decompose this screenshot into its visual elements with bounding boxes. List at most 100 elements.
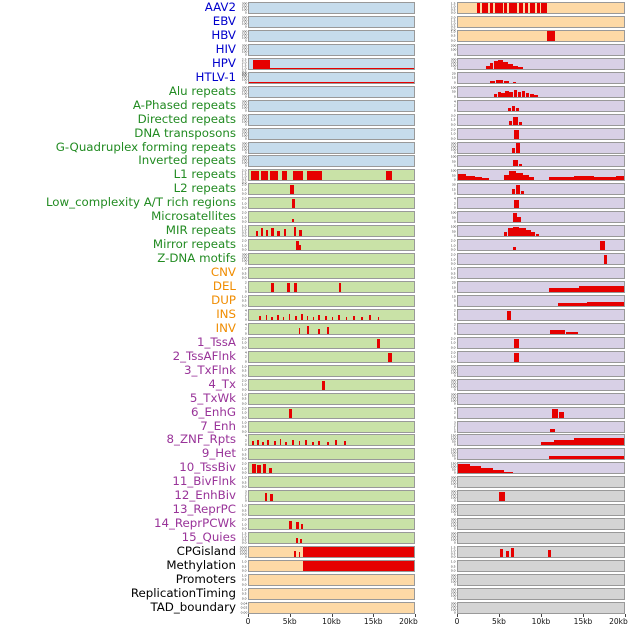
y-axis-ticks-right: 1.0 0.5 0.0 xyxy=(448,30,456,42)
signal-bar xyxy=(285,441,288,446)
y-tick-label: 100 xyxy=(450,147,456,151)
y-tick-label: 2.0 xyxy=(451,238,456,243)
signal-panel-left-32 xyxy=(248,448,415,461)
signal-panel-left-40 xyxy=(248,560,415,572)
signal-panel-left-35 xyxy=(248,490,415,503)
track-label: 11_BivFlnk xyxy=(172,474,236,489)
y-tick-label: 0.0 xyxy=(242,596,247,601)
y-tick-label: 100 xyxy=(450,211,456,215)
signal-panel-left-19 xyxy=(248,267,415,280)
signal-bar xyxy=(263,464,267,474)
y-tick-label: 0 xyxy=(454,289,456,294)
y-tick-label: 0.0 xyxy=(242,568,247,573)
y-axis-ticks-right: 20 10 0 xyxy=(448,72,456,84)
track-label: 4_Tx xyxy=(208,376,236,391)
y-tick-label: 100 xyxy=(241,258,247,263)
y-tick-label: 100 xyxy=(241,77,247,81)
y-axis-ticks-right: 300 200 100 0 xyxy=(448,518,456,530)
y-tick-label: 0.5 xyxy=(242,564,247,568)
y-axis-ticks-right: 150 100 50 0 xyxy=(448,462,456,474)
y-tick-label: 0.0 xyxy=(242,373,247,377)
signal-panel-right-37 xyxy=(457,518,625,531)
y-tick-label: 1.5 xyxy=(451,18,456,23)
y-tick-label: 200 xyxy=(450,506,456,511)
signal-bar xyxy=(600,241,605,251)
signal-bar xyxy=(546,31,556,41)
signal-bar xyxy=(282,316,285,320)
y-tick-label: 50 xyxy=(452,215,456,219)
y-axis-ticks-right: 2.0 1.0 0.0 xyxy=(448,239,456,251)
y-tick-label: 2.0 xyxy=(242,238,247,243)
y-tick-label: 4 xyxy=(454,406,456,410)
y-tick-label: 0.0 xyxy=(451,275,456,280)
y-tick-label: 0.0 xyxy=(451,261,456,266)
track-row: DNA transposons 300 200 100 0 2.0 1.0 0.0 xyxy=(0,126,630,141)
signal-bar xyxy=(559,412,565,418)
track-row: G-Quadruplex forming repeats 300 200 100 0 30… xyxy=(0,140,630,155)
signal-panel-left-21 xyxy=(248,294,415,307)
y-tick-label: 0.5 xyxy=(242,508,247,512)
track-label: Inverted repeats xyxy=(138,153,236,168)
y-axis-ticks-right: 300 200 100 0 xyxy=(448,58,456,70)
signal-bar xyxy=(530,93,534,97)
y-axis-ticks-left: 3000 2000 1000 0 xyxy=(239,546,247,558)
y-tick-label: 0 xyxy=(454,512,456,517)
y-tick-label: 2.0 xyxy=(242,197,247,201)
y-tick-label: 300 xyxy=(241,43,247,48)
signal-bar xyxy=(513,89,517,97)
signal-bar xyxy=(508,64,513,69)
y-tick-label: 0.0 xyxy=(451,554,456,559)
y-tick-label: 1.0 xyxy=(242,522,247,526)
y-tick-label: 100 xyxy=(241,133,247,137)
y-tick-label: 1.0 xyxy=(242,410,247,415)
signal-panel-left-13 xyxy=(248,183,415,196)
y-tick-label: 0.5 xyxy=(242,368,247,373)
y-tick-label: 1.0 xyxy=(242,573,247,578)
signal-panel-right-27 xyxy=(457,378,625,391)
signal-bar xyxy=(262,441,265,446)
y-tick-label: 4 xyxy=(245,308,247,313)
y-tick-label: 2.0 xyxy=(451,336,456,341)
y-axis-ticks-right: 300 200 100 0 xyxy=(448,476,456,488)
y-axis-ticks-left: 1.0 0.5 0.0 xyxy=(239,476,247,488)
track-label: 7_Enh xyxy=(200,418,236,433)
y-tick-label: 50 xyxy=(452,229,456,233)
signal-bar xyxy=(524,3,529,13)
y-tick-label: 0.0 xyxy=(242,512,247,517)
x-tick-label: 15kb xyxy=(363,617,383,627)
y-axis-ticks-left: 2.0 1.0 0.0 xyxy=(239,239,247,251)
signal-panel-left-6 xyxy=(248,85,415,98)
signal-bar xyxy=(293,283,297,292)
signal-bar xyxy=(547,550,552,558)
signal-bar xyxy=(352,315,355,320)
y-tick-label: 200 xyxy=(241,46,247,51)
y-tick-label: 0 xyxy=(454,80,456,84)
signal-panel-left-38 xyxy=(248,532,415,545)
signal-panel-right-23 xyxy=(457,322,625,335)
track-row: MIR repeats 1.5 1.0 0.5 0.0 100 50 0 xyxy=(0,223,630,238)
y-axis-ticks-right: 3.0 1.5 0.0 xyxy=(448,114,456,126)
y-tick-label: 1.5 xyxy=(451,1,456,6)
x-tick-label: 20kb xyxy=(399,617,418,627)
signal-bar xyxy=(499,548,504,558)
y-tick-label: 300 xyxy=(450,378,456,382)
y-tick-label: 2.0 xyxy=(242,169,247,173)
y-tick-label: 1.5 xyxy=(242,531,247,536)
y-tick-label: 100 xyxy=(450,451,456,455)
y-tick-label: 1.0 xyxy=(242,201,247,206)
y-tick-label: 0.5 xyxy=(242,271,247,275)
y-tick-label: 150 xyxy=(450,462,456,466)
track-row: HIV 300 200 100 0 200 100 0 xyxy=(0,42,630,57)
signal-bar xyxy=(289,408,293,418)
track-row: ReplicationTiming 1.0 0.5 0.0 300 200 100 0 xyxy=(0,586,630,601)
signal-panel-left-14 xyxy=(248,197,415,210)
signal-bar xyxy=(489,3,493,13)
signal-bar xyxy=(273,441,276,446)
y-tick-label: 200 xyxy=(450,367,456,371)
y-axis-ticks-right: 300 200 100 0 xyxy=(448,532,456,544)
x-tick-mark xyxy=(541,614,542,617)
signal-panel-right-19 xyxy=(457,267,625,280)
y-tick-label: 1.0 xyxy=(242,448,247,452)
